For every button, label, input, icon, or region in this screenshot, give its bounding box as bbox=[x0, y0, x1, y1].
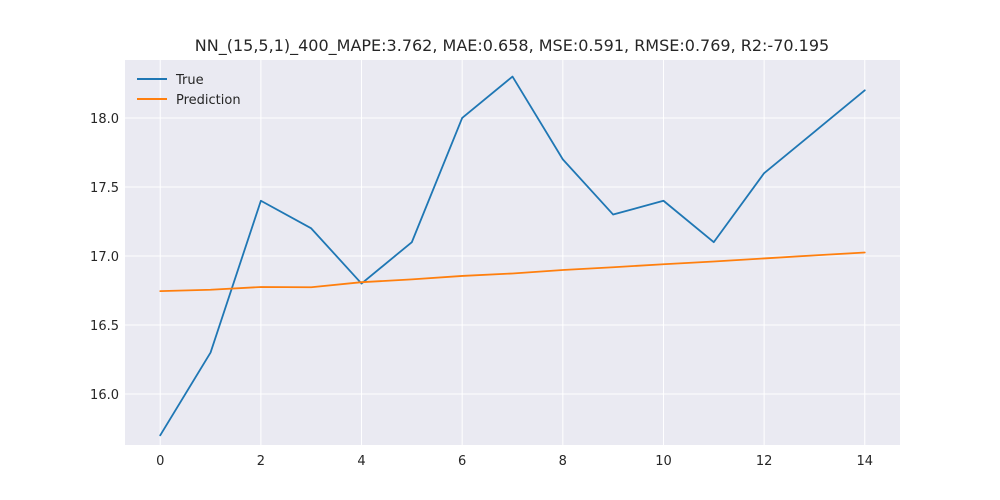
y-tick-label: 18.0 bbox=[90, 112, 119, 127]
y-tick-label: 17.5 bbox=[90, 181, 119, 196]
series-line-true bbox=[159, 75, 866, 437]
legend-label-prediction: Prediction bbox=[176, 93, 241, 108]
legend: True Prediction bbox=[137, 73, 241, 108]
x-tick-label: 8 bbox=[559, 454, 567, 469]
x-tick-label: 14 bbox=[856, 454, 873, 469]
x-tick-label: 0 bbox=[156, 454, 164, 469]
y-tick-label: 16.0 bbox=[90, 388, 119, 403]
y-tick-label: 16.5 bbox=[90, 319, 119, 334]
series-line-prediction bbox=[159, 251, 866, 293]
legend-label-true: True bbox=[175, 73, 204, 88]
x-tick-label: 6 bbox=[458, 454, 466, 469]
x-tick-label: 12 bbox=[756, 454, 773, 469]
y-axis-ticks: 16.0 16.5 17.0 17.5 18.0 bbox=[90, 112, 119, 403]
plot-area bbox=[125, 60, 900, 445]
x-axis-ticks: 0 2 4 6 8 10 12 14 bbox=[156, 454, 873, 469]
x-tick-label: 10 bbox=[655, 454, 672, 469]
grid-lines bbox=[125, 60, 900, 445]
series-lines bbox=[159, 75, 866, 437]
chart-title: NN_(15,5,1)_400_MAPE:3.762, MAE:0.658, M… bbox=[195, 36, 829, 56]
y-tick-label: 17.0 bbox=[90, 250, 119, 265]
x-tick-label: 2 bbox=[257, 454, 265, 469]
x-tick-label: 4 bbox=[357, 454, 365, 469]
